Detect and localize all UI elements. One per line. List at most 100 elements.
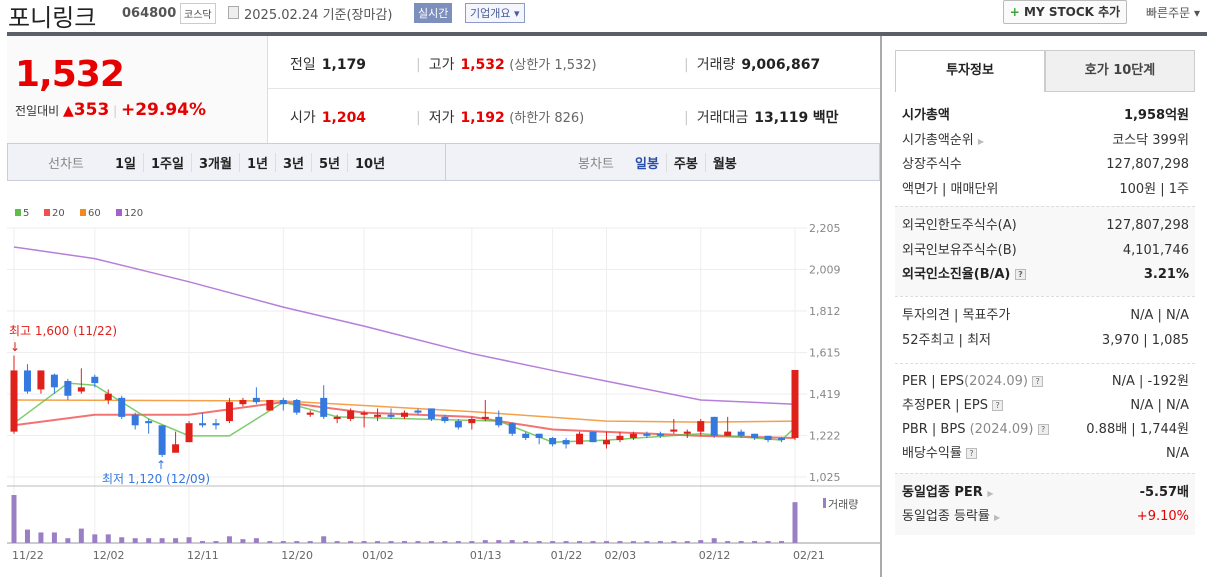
candle[interactable] bbox=[212, 423, 220, 426]
candle[interactable] bbox=[427, 408, 435, 419]
tab-order-book[interactable]: 호가 10단계 bbox=[1045, 50, 1195, 92]
volume-bar bbox=[280, 541, 286, 543]
company-info-dropdown[interactable]: 기업개요 ▾ bbox=[465, 3, 525, 23]
row-label-text: PBR | BPS bbox=[902, 422, 970, 437]
candle[interactable] bbox=[697, 421, 705, 432]
help-icon[interactable]: ? bbox=[1032, 376, 1044, 387]
volume-bar bbox=[725, 541, 731, 543]
candle[interactable] bbox=[91, 376, 99, 384]
candle[interactable] bbox=[576, 433, 584, 445]
tab-line-2[interactable]: 3개월 bbox=[190, 153, 239, 172]
tab-line-3[interactable]: 1년 bbox=[238, 153, 275, 172]
volume-bar bbox=[792, 502, 798, 543]
candle[interactable] bbox=[656, 433, 664, 436]
candle[interactable] bbox=[131, 414, 139, 426]
y-tick-label: 2,205 bbox=[809, 222, 841, 235]
candle[interactable] bbox=[10, 370, 18, 432]
row-label-text: 투자의견 | 목표주가 bbox=[902, 308, 1011, 323]
candle[interactable] bbox=[683, 431, 691, 434]
candle[interactable] bbox=[279, 399, 287, 405]
candle[interactable] bbox=[266, 399, 274, 411]
candle[interactable] bbox=[347, 410, 355, 419]
tab-line-0[interactable]: 1일 bbox=[115, 157, 137, 172]
help-icon[interactable]: ? bbox=[965, 448, 977, 459]
candle[interactable] bbox=[185, 423, 193, 443]
candle[interactable] bbox=[454, 421, 462, 428]
tab-line-1[interactable]: 1주일 bbox=[143, 153, 191, 172]
candle[interactable] bbox=[589, 431, 597, 443]
candle[interactable] bbox=[360, 412, 368, 415]
candle[interactable] bbox=[104, 393, 112, 400]
candle[interactable] bbox=[468, 418, 476, 424]
candle[interactable] bbox=[724, 431, 732, 436]
candle[interactable] bbox=[158, 425, 166, 455]
candle[interactable] bbox=[401, 412, 408, 417]
tab-line-6[interactable]: 10년 bbox=[347, 153, 392, 172]
stock-chart[interactable]: 5 20 60 120 2,205 2,009 1,812 1,615 1,419 1,222 1,… bbox=[7, 181, 880, 571]
candle[interactable] bbox=[252, 397, 260, 403]
candle[interactable] bbox=[670, 429, 678, 432]
tab-invest-info[interactable]: 투자정보 bbox=[895, 50, 1045, 92]
candle[interactable] bbox=[118, 397, 126, 417]
quick-order-dropdown[interactable]: 빠른주문 ▾ bbox=[1146, 6, 1200, 20]
candle[interactable] bbox=[145, 421, 153, 424]
add-my-stock-button[interactable]: + MY STOCK 추가 bbox=[1003, 0, 1127, 24]
candle[interactable] bbox=[239, 399, 247, 405]
candle[interactable] bbox=[791, 370, 799, 438]
candle[interactable] bbox=[495, 416, 503, 426]
row-value: +9.10% bbox=[1136, 509, 1189, 524]
candle[interactable] bbox=[535, 433, 543, 438]
candle[interactable] bbox=[710, 416, 718, 436]
candle[interactable] bbox=[306, 412, 314, 415]
candle[interactable] bbox=[387, 414, 395, 417]
volume-bar bbox=[738, 541, 744, 543]
help-icon[interactable]: ? bbox=[1014, 269, 1026, 280]
candle[interactable] bbox=[522, 433, 530, 438]
candle[interactable] bbox=[751, 433, 759, 438]
arrow-right-icon[interactable]: ▶ bbox=[994, 513, 1001, 522]
candle[interactable] bbox=[50, 374, 58, 388]
tab-line-4[interactable]: 3년 bbox=[274, 153, 311, 172]
candle[interactable] bbox=[64, 380, 72, 396]
candle[interactable] bbox=[643, 433, 651, 436]
invest-row: 외국인보유주식수(B) 4,101,746 bbox=[895, 239, 1195, 263]
candle[interactable] bbox=[441, 416, 449, 422]
candle[interactable] bbox=[23, 370, 31, 392]
candle[interactable] bbox=[293, 399, 301, 413]
candle[interactable] bbox=[37, 370, 45, 390]
help-icon[interactable]: ? bbox=[1037, 424, 1049, 435]
candle[interactable] bbox=[549, 437, 557, 445]
arrow-right-icon[interactable]: ▶ bbox=[987, 489, 994, 498]
candle[interactable] bbox=[320, 397, 328, 417]
candle[interactable] bbox=[764, 435, 772, 441]
candle[interactable] bbox=[778, 437, 786, 441]
arrow-right-icon[interactable]: ▶ bbox=[977, 136, 985, 146]
tab-candle-2[interactable]: 월봉 bbox=[704, 153, 744, 172]
volume-bar bbox=[334, 541, 340, 543]
row-label: 시가총액 bbox=[902, 104, 950, 128]
tab-line-5[interactable]: 5년 bbox=[310, 153, 347, 172]
row-value: N/A bbox=[1166, 446, 1189, 461]
tab-candle-1[interactable]: 주봉 bbox=[665, 153, 705, 172]
candle[interactable] bbox=[737, 431, 745, 436]
candle[interactable] bbox=[77, 387, 85, 392]
candle[interactable] bbox=[481, 416, 489, 419]
ma120-line bbox=[13, 246, 796, 405]
candle[interactable] bbox=[616, 435, 624, 441]
candle[interactable] bbox=[374, 414, 382, 417]
candle[interactable] bbox=[225, 402, 233, 422]
candle[interactable] bbox=[199, 423, 207, 426]
help-icon[interactable]: ? bbox=[992, 400, 1004, 411]
candle[interactable] bbox=[602, 440, 610, 445]
tab-candle-0[interactable]: 일봉 bbox=[635, 157, 659, 172]
legend-swatch bbox=[15, 209, 21, 216]
candle[interactable] bbox=[562, 440, 570, 445]
candle[interactable] bbox=[414, 410, 422, 413]
realtime-button[interactable]: 실시간 bbox=[414, 3, 453, 23]
candle[interactable] bbox=[629, 433, 637, 438]
volume-bar bbox=[307, 541, 313, 543]
candle[interactable] bbox=[333, 416, 341, 419]
candle[interactable] bbox=[508, 423, 516, 434]
y-tick-label: 2,009 bbox=[809, 264, 841, 277]
candle[interactable] bbox=[172, 444, 180, 453]
